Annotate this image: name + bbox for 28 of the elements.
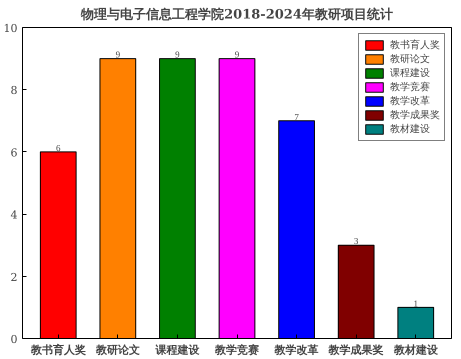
y-tick-label: 4 xyxy=(10,208,18,222)
y-tick-label: 2 xyxy=(10,270,18,284)
data-label: 6 xyxy=(56,142,61,153)
x-tick-label: 教学竞赛 xyxy=(214,344,259,356)
legend-label: 教材建设 xyxy=(390,122,430,136)
x-tick-label: 教学成果奖 xyxy=(328,344,384,356)
data-label: 9 xyxy=(116,50,121,60)
legend-label: 课程建设 xyxy=(390,66,430,80)
y-tick-label: 8 xyxy=(10,84,18,98)
y-tick-label: 6 xyxy=(10,146,18,160)
legend-label: 教学竞赛 xyxy=(390,80,430,94)
x-tick-label: 教学改革 xyxy=(274,344,319,356)
legend-label: 教书育人奖 xyxy=(390,38,440,52)
data-label: 9 xyxy=(234,50,240,60)
data-label: 9 xyxy=(175,50,180,60)
chart-title: 物理与电子信息工程学院2018-2024年教研项目统计 xyxy=(80,6,393,22)
y-tick-label: 10 xyxy=(4,22,18,35)
legend-label: 教学成果奖 xyxy=(390,108,440,122)
x-tick-label: 课程建设 xyxy=(154,344,200,356)
x-tick-label: 教书育人奖 xyxy=(30,344,86,356)
legend-label: 教学改革 xyxy=(390,94,430,108)
x-tick-label: 教材建设 xyxy=(392,344,439,356)
data-label: 7 xyxy=(294,112,300,122)
data-label: 3 xyxy=(354,236,359,246)
legend-label: 教研论文 xyxy=(390,52,430,66)
data-label: 1 xyxy=(414,298,418,308)
y-tick-label: 0 xyxy=(10,333,18,346)
x-tick-label: 教研论文 xyxy=(94,344,140,356)
